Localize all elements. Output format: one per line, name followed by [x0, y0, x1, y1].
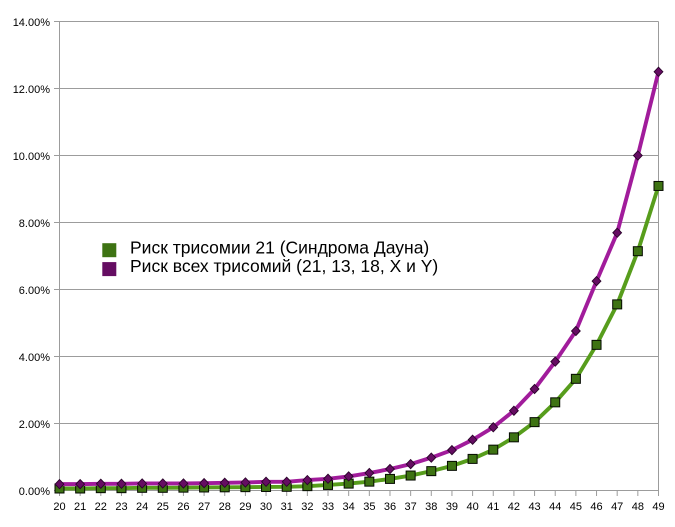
- svg-text:43: 43: [528, 501, 540, 513]
- svg-text:26: 26: [177, 501, 189, 513]
- svg-text:4.00%: 4.00%: [19, 352, 50, 364]
- svg-text:33: 33: [322, 501, 334, 513]
- svg-text:44: 44: [549, 501, 561, 513]
- svg-text:28: 28: [219, 501, 231, 513]
- svg-text:45: 45: [570, 501, 582, 513]
- svg-text:47: 47: [611, 501, 623, 513]
- svg-text:30: 30: [260, 501, 272, 513]
- svg-text:32: 32: [301, 501, 313, 513]
- svg-text:41: 41: [487, 501, 499, 513]
- svg-text:22: 22: [95, 501, 107, 513]
- svg-text:12.00%: 12.00%: [13, 84, 51, 96]
- svg-text:27: 27: [198, 501, 210, 513]
- svg-text:38: 38: [425, 501, 437, 513]
- svg-text:8.00%: 8.00%: [19, 218, 50, 230]
- svg-text:36: 36: [384, 501, 396, 513]
- svg-text:23: 23: [115, 501, 127, 513]
- svg-text:35: 35: [363, 501, 375, 513]
- svg-text:37: 37: [405, 501, 417, 513]
- svg-text:25: 25: [157, 501, 169, 513]
- svg-text:20: 20: [53, 501, 65, 513]
- svg-text:Риск всех трисомий (21, 13, 18: Риск всех трисомий (21, 13, 18, X и Y): [130, 256, 438, 276]
- svg-text:6.00%: 6.00%: [19, 285, 50, 297]
- svg-text:0.00%: 0.00%: [19, 486, 50, 498]
- svg-text:2.00%: 2.00%: [19, 419, 50, 431]
- svg-text:42: 42: [508, 501, 520, 513]
- svg-text:24: 24: [136, 501, 148, 513]
- svg-text:48: 48: [632, 501, 644, 513]
- svg-text:21: 21: [74, 501, 86, 513]
- svg-text:29: 29: [239, 501, 251, 513]
- svg-text:14.00%: 14.00%: [13, 17, 51, 29]
- svg-text:49: 49: [652, 501, 664, 513]
- svg-text:39: 39: [446, 501, 458, 513]
- svg-text:10.00%: 10.00%: [13, 151, 51, 163]
- svg-text:34: 34: [343, 501, 355, 513]
- svg-text:31: 31: [281, 501, 293, 513]
- svg-text:40: 40: [466, 501, 478, 513]
- svg-text:46: 46: [590, 501, 602, 513]
- svg-text:Риск трисомии 21 (Синдрома Дау: Риск трисомии 21 (Синдрома Дауна): [130, 237, 429, 257]
